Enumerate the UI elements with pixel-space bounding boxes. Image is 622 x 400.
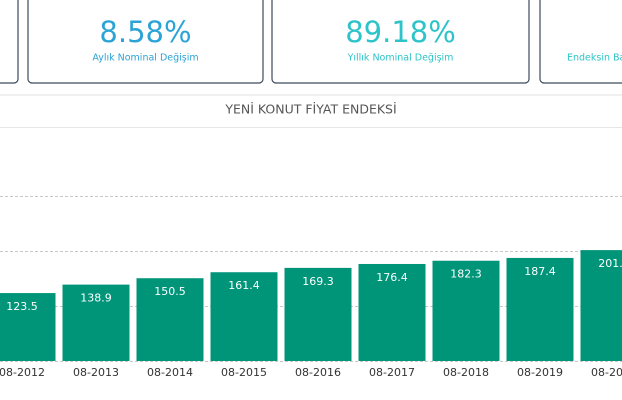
card-label: Endeksin Ba (567, 53, 622, 64)
bar (210, 272, 278, 361)
card (27, 0, 264, 84)
value-label: 161.4 (228, 279, 260, 292)
bar (0, 293, 56, 361)
x-tick-label: 08-2017 (369, 366, 415, 379)
x-tick-label: 08-2018 (443, 366, 489, 379)
chart-title: YENİ KONUT FİYAT ENDEKSİ (224, 102, 396, 117)
card-value: 89.18% (345, 15, 456, 49)
x-tick-label: 08-2013 (73, 366, 119, 379)
value-label: 123.5 (6, 300, 38, 313)
x-tick-label: 08-2019 (517, 366, 563, 379)
bar (580, 250, 622, 361)
x-tick-label: 08-2014 (147, 366, 193, 379)
value-label: 201.6 (598, 257, 622, 270)
x-tick-label: 08-2015 (221, 366, 267, 379)
x-tick-label: 08-2016 (295, 366, 341, 379)
bar (136, 278, 204, 361)
value-label: 187.4 (524, 265, 556, 278)
value-label: 150.5 (154, 285, 186, 298)
bar (62, 284, 130, 361)
bar (358, 263, 426, 361)
value-label: 182.3 (450, 268, 482, 281)
card (271, 0, 530, 84)
card-label: Yıllık Nominal Değişim (347, 53, 454, 64)
x-tick-label: 08-2012 (0, 366, 45, 379)
value-label: 169.3 (302, 275, 334, 288)
card-label: Aylık Nominal Değişim (92, 53, 198, 64)
bar (506, 257, 574, 361)
x-tick-label: 08-2020 (591, 366, 622, 379)
value-label: 176.4 (376, 271, 408, 284)
card (0, 0, 19, 84)
value-label: 138.9 (80, 292, 112, 305)
card-value: 8.58% (99, 15, 191, 49)
bar (432, 260, 500, 361)
card (539, 0, 622, 84)
bar (284, 267, 352, 361)
